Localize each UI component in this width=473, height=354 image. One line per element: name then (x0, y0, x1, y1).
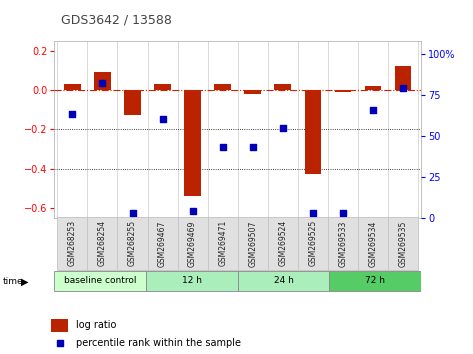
Text: ▶: ▶ (21, 277, 28, 287)
Bar (52, 319, 68, 332)
Bar (334, 90, 351, 92)
Text: GSM268253: GSM268253 (68, 220, 77, 267)
FancyBboxPatch shape (57, 217, 88, 270)
Point (249, 144, 256, 150)
FancyBboxPatch shape (358, 217, 388, 270)
Bar (394, 66, 411, 90)
Text: GSM269534: GSM269534 (368, 220, 377, 267)
Point (69, 112, 76, 117)
FancyBboxPatch shape (54, 271, 146, 291)
FancyBboxPatch shape (88, 217, 117, 270)
Text: GSM269467: GSM269467 (158, 220, 167, 267)
FancyBboxPatch shape (148, 217, 177, 270)
Point (339, 210, 347, 216)
FancyBboxPatch shape (146, 271, 237, 291)
Text: GSM269535: GSM269535 (398, 220, 407, 267)
Bar (64, 84, 81, 90)
Text: 24 h: 24 h (273, 276, 293, 285)
FancyBboxPatch shape (208, 217, 238, 270)
Point (365, 259, 373, 265)
Bar (94, 72, 111, 90)
Text: GSM269533: GSM269533 (338, 220, 347, 267)
Point (99, 80, 106, 86)
Text: GSM269524: GSM269524 (278, 220, 287, 267)
Text: percentile rank within the sample: percentile rank within the sample (77, 338, 241, 348)
Bar (365, 86, 381, 90)
Point (189, 208, 196, 214)
FancyBboxPatch shape (388, 217, 418, 270)
Text: baseline control: baseline control (64, 276, 137, 285)
FancyBboxPatch shape (177, 217, 208, 270)
Bar (274, 84, 291, 90)
Text: GSM269525: GSM269525 (308, 220, 317, 267)
FancyBboxPatch shape (329, 271, 421, 291)
FancyBboxPatch shape (237, 271, 329, 291)
Point (309, 210, 316, 216)
FancyBboxPatch shape (328, 217, 358, 270)
FancyBboxPatch shape (268, 217, 298, 270)
Text: GSM269471: GSM269471 (218, 220, 227, 267)
Bar (245, 90, 261, 94)
Bar (214, 84, 231, 90)
Text: GDS3642 / 13588: GDS3642 / 13588 (61, 13, 172, 26)
Text: 12 h: 12 h (182, 276, 202, 285)
Text: GSM269507: GSM269507 (248, 220, 257, 267)
Bar (305, 90, 321, 175)
Text: time: time (2, 277, 23, 286)
FancyBboxPatch shape (238, 217, 268, 270)
Bar (124, 90, 141, 115)
Point (219, 144, 227, 150)
Point (129, 210, 136, 216)
Bar (154, 84, 171, 90)
FancyBboxPatch shape (117, 217, 148, 270)
Point (279, 125, 287, 130)
Point (159, 116, 166, 122)
Text: 72 h: 72 h (365, 276, 385, 285)
Text: log ratio: log ratio (77, 320, 117, 330)
FancyBboxPatch shape (298, 217, 328, 270)
Point (399, 85, 407, 91)
Bar (184, 90, 201, 196)
Point (369, 107, 377, 112)
Text: GSM268254: GSM268254 (98, 220, 107, 267)
Text: GSM269469: GSM269469 (188, 220, 197, 267)
Text: GSM268255: GSM268255 (128, 220, 137, 267)
